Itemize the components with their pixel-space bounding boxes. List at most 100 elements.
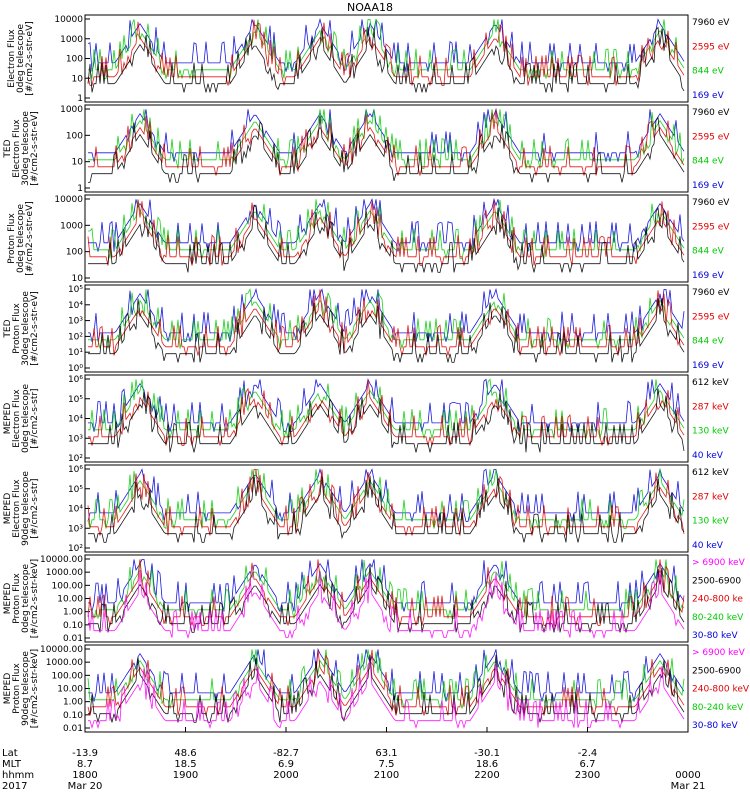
- x-tick-label-mlt: 6.9: [278, 759, 294, 770]
- y-axis-label: 90deg telescope: [21, 651, 31, 726]
- y-tick-label: 1.00: [63, 698, 83, 708]
- y-tick-label: 1: [77, 94, 83, 104]
- panel-1: 10000 1000 100 10 1 Electron Flux 0deg telesco…: [7, 14, 730, 104]
- y-tick-label: 0.10: [63, 621, 83, 631]
- series-line: [87, 19, 685, 86]
- series-line: [87, 199, 685, 266]
- panel-6: 10⁶ 10⁵ 10⁴ 10³ 10² MEPED Electron Flux 90deg t…: [3, 464, 729, 554]
- y-tick-label: 10²: [68, 544, 83, 554]
- y-axis-label: 0deg telescope: [16, 204, 26, 274]
- y-axis-label: [#/cm2-s-str-keV]: [30, 649, 40, 728]
- series-line: [88, 289, 685, 356]
- series-line: [88, 475, 685, 543]
- legend-entry: 40 keV: [692, 451, 724, 461]
- legend-entry: 2595 eV: [692, 222, 730, 232]
- legend-entry: 844 eV: [692, 247, 725, 257]
- series-line: [87, 17, 685, 72]
- legend-entry: 844 eV: [692, 157, 725, 167]
- x-tick-label-lat: 63.1: [375, 748, 397, 759]
- y-tick-label: 1000: [60, 105, 83, 115]
- series-line: [88, 559, 685, 619]
- series-line: [87, 467, 685, 522]
- y-tick-label: 0.01: [63, 634, 83, 644]
- series-line: [87, 559, 685, 626]
- y-axis-label: [#/cm2-s-str]: [30, 478, 40, 538]
- y-axis-label: [#/cm2-s-str-eV]: [30, 291, 40, 366]
- series-line: [88, 204, 685, 273]
- y-tick-label: 100.00: [52, 671, 84, 681]
- x-tick-label-mlt: 6.7: [580, 759, 596, 770]
- series-line: [87, 199, 685, 259]
- y-axis-label: 30deg telescope: [21, 111, 31, 186]
- x-tick-label-hhmm: 1900: [173, 770, 198, 781]
- y-tick-label: 100: [66, 131, 83, 141]
- plot-frame: [84, 554, 689, 643]
- y-tick-label: 1000.00: [46, 658, 83, 668]
- y-axis-label: 30deg telescope: [21, 291, 31, 366]
- y-tick-label: 1000.00: [46, 568, 83, 578]
- x-tick-label-date: Mar 21: [671, 781, 706, 792]
- legend-entry: 169 eV: [692, 361, 725, 371]
- legend-entry: 80-240 keV: [692, 703, 744, 713]
- series-line: [88, 109, 685, 169]
- x-tick-label-hhmm: 2200: [474, 770, 499, 781]
- legend-entry: 240-800 ke: [692, 595, 743, 605]
- series-line: [88, 18, 685, 79]
- x-tick-label-mlt: 7.5: [379, 759, 395, 770]
- x-tick-label-hhmm: 0000: [675, 770, 700, 781]
- y-axis-label: 0deg telescope: [21, 384, 31, 454]
- y-tick-label: 10: [72, 74, 84, 84]
- legend-entry: 30-80 keV: [692, 721, 738, 731]
- y-tick-label: 1000: [60, 35, 83, 45]
- series-line: [87, 469, 685, 530]
- legend-entry: > 6900 keV: [692, 648, 746, 658]
- x-tick-label-lat: 48.6: [174, 748, 196, 759]
- series-line: [88, 115, 685, 183]
- x-tick-label-hhmm: 1800: [72, 770, 97, 781]
- panel-3: 10000 1000 100 10 Proton Flux 0deg telescope[…: [7, 194, 730, 284]
- y-tick-label: 10⁰: [68, 364, 83, 374]
- y-tick-label: 100.00: [52, 581, 84, 591]
- x-tick-label-hhmm: 2300: [575, 770, 600, 781]
- y-tick-label: 10³: [68, 317, 83, 327]
- series-line: [88, 287, 685, 342]
- y-tick-label: 10³: [68, 524, 83, 534]
- y-tick-label: 10¹: [68, 348, 83, 358]
- y-tick-label: 10²: [68, 332, 83, 342]
- legend-entry: 130 keV: [692, 427, 729, 437]
- legend-entry: 2595 eV: [692, 42, 730, 52]
- x-tick-label-lat: -2.4: [578, 748, 598, 759]
- y-tick-label: 10.00: [57, 595, 83, 605]
- y-tick-label: 10000.00: [40, 555, 83, 565]
- y-axis-label: MEPED: [3, 493, 13, 525]
- plot-frame: [84, 104, 689, 193]
- legend-entry: 2595 eV: [692, 312, 730, 322]
- series-line: [88, 107, 685, 162]
- y-axis-label: TED: [3, 319, 13, 338]
- y-tick-label: 1: [77, 184, 83, 194]
- y-axis-label: 0deg telescope: [16, 24, 26, 94]
- y-axis-label: Proton Flux: [12, 303, 22, 354]
- legend-entry: > 6900 keV: [692, 558, 746, 568]
- legend-entry: 7960 eV: [692, 288, 730, 298]
- series-line: [88, 288, 685, 349]
- y-tick-label: 10: [72, 158, 84, 168]
- legend-entry: 7960 eV: [692, 108, 730, 118]
- y-axis-label: [#/cm2-s-str-eV]: [25, 21, 35, 96]
- legend-entry: 612 keV: [692, 468, 729, 478]
- y-tick-label: 10⁴: [68, 301, 83, 311]
- series-line: [87, 26, 685, 93]
- legend-entry: 169 eV: [692, 91, 725, 101]
- y-axis-label: Proton Flux: [12, 663, 22, 714]
- legend-entry: 2500-6900: [692, 666, 741, 676]
- y-tick-label: 0.10: [63, 711, 83, 721]
- series-line: [88, 565, 685, 633]
- y-axis-label: Electron Flux: [12, 119, 22, 178]
- legend-entry: 130 keV: [692, 517, 729, 527]
- y-tick-label: 10³: [68, 434, 83, 444]
- plot-frame: [84, 284, 689, 373]
- x-tick-label-lat: -30.1: [474, 748, 500, 759]
- y-axis-label: Electron Flux: [12, 479, 22, 538]
